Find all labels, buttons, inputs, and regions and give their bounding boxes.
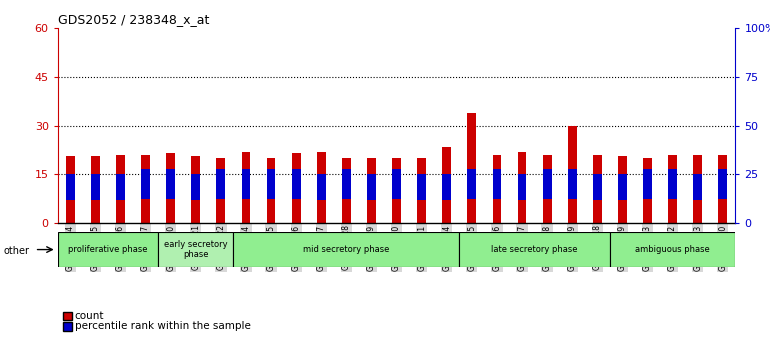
Bar [141,155,150,223]
Bar [417,175,426,200]
Bar [392,158,401,223]
Bar [116,155,125,223]
Bar [593,155,601,223]
Bar [91,156,100,223]
Bar [216,170,226,199]
Bar [543,155,551,223]
Bar [392,170,401,199]
Bar [342,170,351,199]
Bar [292,153,300,223]
Text: percentile rank within the sample: percentile rank within the sample [75,321,250,331]
Bar [543,170,551,199]
Bar [317,175,326,200]
Bar [166,153,175,223]
Bar [493,170,501,199]
Bar [467,170,476,199]
Text: other: other [4,246,30,256]
Bar [166,170,175,199]
Bar [367,175,376,200]
Bar [610,232,735,267]
Bar [693,175,702,200]
Bar [66,156,75,223]
Bar [141,170,150,199]
Bar [467,113,476,223]
Text: late secretory phase: late secretory phase [491,245,578,254]
Bar [517,152,527,223]
Bar [417,158,426,223]
Text: ambiguous phase: ambiguous phase [635,245,710,254]
Bar [517,175,527,200]
Bar [442,147,451,223]
Bar [718,155,727,223]
Text: early secretory
phase: early secretory phase [164,240,228,259]
Bar [643,170,652,199]
Text: mid secretory phase: mid secretory phase [303,245,390,254]
Text: proliferative phase: proliferative phase [69,245,148,254]
Bar [459,232,610,267]
Bar [242,152,250,223]
Bar [233,232,459,267]
Text: count: count [75,311,104,321]
Bar [116,175,125,200]
Bar [567,126,577,223]
Bar [216,158,226,223]
Bar [266,170,276,199]
Bar [66,175,75,200]
Bar [317,152,326,223]
Bar [91,175,100,200]
Bar [643,158,652,223]
Text: GDS2052 / 238348_x_at: GDS2052 / 238348_x_at [58,13,209,26]
Bar [493,155,501,223]
Bar [367,158,376,223]
Bar [58,232,158,267]
Bar [192,156,200,223]
Bar [668,155,677,223]
Bar [593,175,601,200]
Bar [266,158,276,223]
Bar [192,175,200,200]
Bar [618,175,627,200]
Bar [442,175,451,200]
Bar [292,170,300,199]
Bar [668,170,677,199]
Bar [567,170,577,199]
Bar [693,155,702,223]
Bar [158,232,233,267]
Bar [242,170,250,199]
Bar [342,158,351,223]
Bar [718,170,727,199]
Bar [618,156,627,223]
